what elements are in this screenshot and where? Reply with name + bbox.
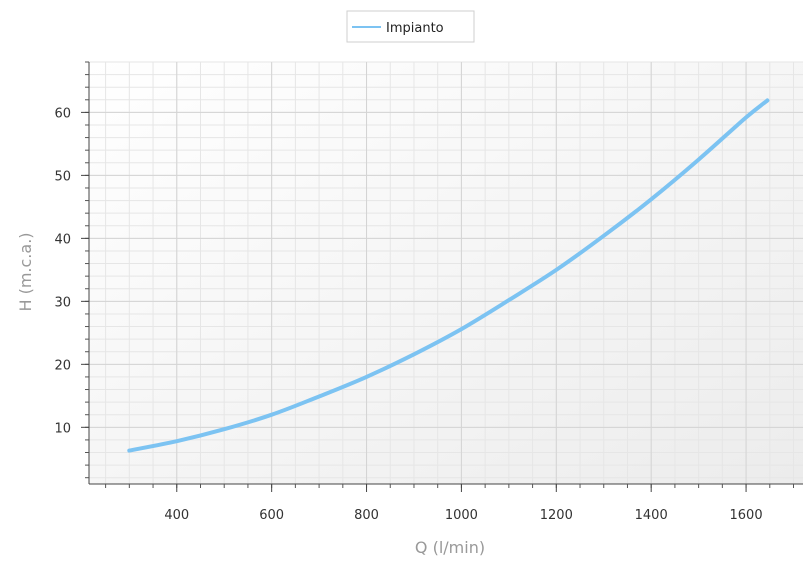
legend-label: Impianto <box>386 21 444 36</box>
series-layer <box>127 98 770 453</box>
x-tick-label: 1000 <box>445 508 478 523</box>
y-tick-label: 30 <box>54 295 71 310</box>
y-tick-label: 10 <box>54 421 71 436</box>
y-tick-label: 40 <box>54 232 71 247</box>
tick-labels: 400 600 800 1000 1200 1400 1600 10 20 30 40 50 60 <box>54 106 762 523</box>
x-tick-label: 400 <box>164 508 189 523</box>
y-axis-title: H (m.c.a.) <box>16 232 35 311</box>
y-tick-label: 50 <box>54 169 71 184</box>
ticks <box>81 61 795 492</box>
y-tick-label: 60 <box>54 106 71 121</box>
x-axis-title: Q (l/min) <box>415 538 485 557</box>
x-tick-label: 800 <box>354 508 379 523</box>
plot-area <box>89 62 803 484</box>
x-tick-label: 1400 <box>635 508 668 523</box>
major-grid <box>89 62 803 484</box>
x-tick-label: 600 <box>259 508 284 523</box>
legend: Impianto <box>346 10 475 43</box>
series-line-impianto <box>127 98 770 453</box>
y-tick-label: 20 <box>54 358 71 373</box>
axes <box>88 62 803 485</box>
x-tick-label: 1200 <box>540 508 573 523</box>
x-tick-label: 1600 <box>730 508 763 523</box>
